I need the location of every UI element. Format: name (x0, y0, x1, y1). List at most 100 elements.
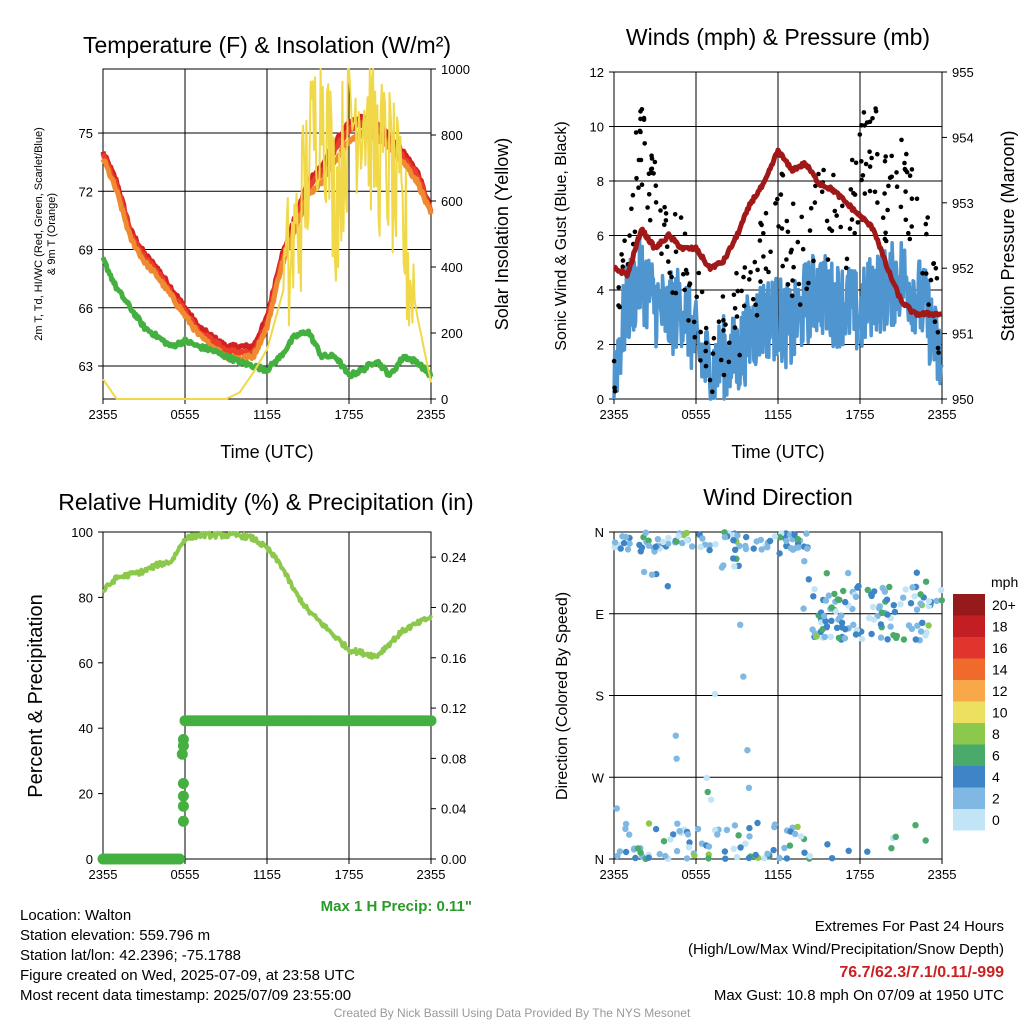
dir-point (652, 825, 660, 833)
winds-gust-point (925, 215, 930, 220)
dir-point (673, 847, 681, 855)
winds-gust-point (829, 228, 835, 234)
winds-gust-point (747, 277, 752, 282)
dir-point (622, 533, 630, 541)
winds-gust-point (849, 217, 855, 222)
dir-point (879, 584, 886, 592)
rh-precip-point (177, 800, 189, 812)
winds-gust-point (819, 189, 825, 195)
dir-point (665, 534, 672, 542)
winds-gust-point (875, 151, 880, 157)
winds-gust-point (662, 222, 667, 228)
winds-gust-point (721, 328, 726, 333)
dir-point (743, 533, 750, 541)
winds-gust-point (861, 110, 867, 115)
dir-point (925, 597, 933, 605)
winds-gust-point (840, 203, 845, 209)
dir-point (683, 537, 690, 544)
winds-gust-point (889, 174, 894, 180)
dir-point (758, 546, 765, 553)
dir-point (735, 832, 742, 839)
dir-point (673, 538, 680, 545)
legend-label: 14 (992, 662, 1008, 678)
temp-title: Temperature (F) & Insolation (W/m²) (83, 32, 451, 58)
dir-point (786, 531, 794, 538)
winds-gust-point (788, 250, 794, 255)
winds-gust-point (780, 263, 785, 269)
dir-point (626, 831, 633, 838)
winds-gust-point (909, 224, 914, 229)
winds-gust-point (763, 210, 769, 216)
winds-gust-point (648, 170, 654, 176)
station-latlon: Station lat/lon: 42.2396; -75.1788 (20, 947, 242, 964)
dir-point (660, 838, 668, 845)
dir-point (828, 855, 836, 862)
temp-ytick-label: 69 (79, 243, 93, 258)
legend-swatch (953, 744, 985, 766)
winds-xtick-label: 1755 (846, 407, 875, 422)
winds-gust-point (880, 215, 886, 220)
winds-gust-point (670, 290, 675, 295)
dir-point (622, 825, 629, 832)
dir-point (776, 534, 783, 541)
dir-point (822, 597, 830, 604)
winds-ytick-label: 4 (597, 283, 604, 298)
legend-label: 6 (992, 748, 1000, 764)
winds-gust-point (721, 318, 726, 323)
winds-gust-point (790, 278, 795, 283)
winds-gust-point (641, 115, 647, 121)
winds-gust-point (825, 257, 831, 262)
winds-gust-point (703, 325, 709, 331)
rh-ylabel-left: Percent & Precipitation (25, 594, 47, 797)
winds-gust-point (834, 213, 839, 218)
dir-point (746, 833, 753, 840)
winds-gust-point (757, 238, 763, 243)
legend-swatch (953, 701, 985, 723)
winds-xlabel: Time (UTC) (731, 442, 824, 462)
dir-point (746, 824, 753, 832)
winds-gust-point (682, 287, 687, 293)
winds-gust-point (934, 276, 940, 281)
dir-point (914, 622, 921, 629)
winds-gust-point (711, 335, 717, 341)
winds-gust-point (847, 226, 853, 231)
winds-gust-point (753, 302, 758, 308)
dir-point (679, 539, 686, 547)
dir-point (822, 617, 829, 625)
rh-series-humidity (101, 530, 433, 660)
winds-gust-point (821, 167, 826, 173)
winds-gust-point (741, 303, 747, 309)
dir-point (613, 805, 620, 812)
dir-point (804, 545, 811, 552)
dir-point (792, 544, 799, 552)
dir-point (891, 608, 899, 616)
winds-gust-point (718, 357, 724, 363)
winds-xtick-label: 1155 (764, 407, 792, 422)
dir-point (730, 845, 737, 852)
dir-point (937, 586, 945, 594)
winds-gust-point (894, 184, 900, 189)
rh-xtick-label: 0555 (171, 867, 200, 882)
dir-point (757, 536, 764, 544)
winds-gust-point (620, 258, 626, 263)
winds-gust-point (903, 189, 908, 194)
winds-gust-point (855, 220, 861, 225)
dir-point (645, 537, 652, 544)
winds-gust-point (872, 189, 878, 195)
winds-gust-point (795, 239, 801, 245)
winds-gust-point (776, 224, 781, 229)
temp-xtick-label: 2355 (417, 407, 446, 422)
dir-point (620, 539, 628, 547)
temp-y2tick-label: 200 (441, 326, 463, 341)
dir-point (827, 633, 834, 640)
winds-gust-point (831, 172, 836, 178)
dir-point (622, 820, 630, 828)
dir-point (905, 622, 913, 629)
dir-point (800, 605, 807, 612)
legend-label: 0 (992, 812, 1000, 828)
dir-point (925, 622, 932, 629)
dir-point (706, 542, 713, 549)
dir-point (833, 624, 841, 631)
dir-point (670, 831, 677, 838)
winds-gust-point (923, 221, 929, 227)
